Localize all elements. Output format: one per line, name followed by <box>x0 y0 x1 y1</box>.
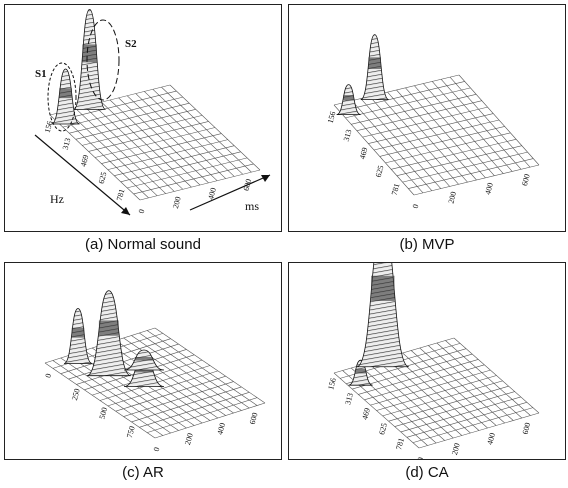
ms-tick-label: 600 <box>248 412 260 426</box>
hz-tick-label: 156 <box>326 110 338 124</box>
floor-grid <box>391 139 516 169</box>
floor-grid <box>147 398 257 433</box>
floor-grid <box>401 397 521 432</box>
surface-band <box>59 88 72 98</box>
floor-grid <box>131 387 241 422</box>
hz-tick-label: 781 <box>390 182 402 196</box>
ms-tick-label: 0 <box>152 446 162 452</box>
hz-label: Hz <box>50 192 64 206</box>
hz-tick-label: 313 <box>342 128 354 142</box>
hz-tick-label: 781 <box>115 188 127 202</box>
hz-tick-label: 313 <box>343 392 355 406</box>
floor-grid <box>411 351 496 426</box>
hz-tick-label: 469 <box>358 146 370 160</box>
floor-grid <box>437 343 522 418</box>
hz-tick-label: 625 <box>377 422 389 436</box>
floor-grid <box>420 348 505 423</box>
floor-grid <box>139 392 249 427</box>
floor-grid <box>397 146 522 176</box>
panel: 156 313 469 625 781 0 200 400 600 (d) CA <box>288 262 566 481</box>
ms-tick-label: 400 <box>215 422 227 436</box>
surface-band <box>371 276 394 301</box>
surface-band <box>82 44 96 62</box>
ms-tick-label: 200 <box>171 196 183 210</box>
floor-grid <box>389 386 509 421</box>
caption: (c) AR <box>4 464 282 481</box>
s1-label: S1 <box>35 68 47 80</box>
surface-band <box>355 369 366 374</box>
hz-tick-label: 156 <box>326 377 338 391</box>
floor-grid <box>139 333 249 408</box>
ms-tick-label: 0 <box>137 208 147 214</box>
panel: 156 313 469 625 781 0 200 400 600 (b) MVP <box>288 4 566 253</box>
floor-grid <box>385 133 510 163</box>
hz-tick-label: 500 <box>97 406 109 420</box>
floor-grid <box>147 331 257 406</box>
floor-grid <box>403 152 528 182</box>
surface-band <box>72 328 85 338</box>
floor-grid <box>454 338 539 413</box>
floor-grid <box>380 126 505 156</box>
surface-band <box>135 357 153 361</box>
floor-grid <box>407 402 527 437</box>
floor-grid <box>383 381 503 416</box>
ms-tick-label: 400 <box>485 432 497 446</box>
hz-tick-label: 313 <box>61 137 73 151</box>
surface-band <box>368 57 381 69</box>
floor-grid <box>108 371 218 406</box>
figure: 156 313 469 625 781 0 200 400 600 S1 S2 Hz ms (a) Nor… <box>0 0 568 488</box>
hz-tick-label: 750 <box>125 425 137 439</box>
caption: (a) Normal sound <box>4 236 282 253</box>
floor-grid <box>428 346 513 421</box>
floor-grid <box>155 328 265 403</box>
surface-band <box>343 95 354 100</box>
ms-tick-label: 0 <box>416 456 426 460</box>
plot: 156 313 469 625 781 0 200 400 600 <box>288 262 566 460</box>
s2-label: S2 <box>125 38 137 50</box>
floor-grid <box>403 353 488 428</box>
hz-tick-label: 0 <box>43 373 53 379</box>
hz-tick-label: 781 <box>394 437 406 451</box>
ms-tick-label: 200 <box>446 191 458 205</box>
floor-grid <box>413 408 533 443</box>
plot: 0 250 500 750 0 200 400 600 <box>4 262 282 460</box>
ms-tick-label: 200 <box>183 432 195 446</box>
ms-tick-label: 400 <box>483 182 495 196</box>
hz-tick-label: 469 <box>360 407 372 421</box>
ms-tick-label: 600 <box>520 173 532 187</box>
hz-tick-label: 625 <box>97 171 109 185</box>
panel: 0 250 500 750 0 200 400 600 (c) AR <box>4 262 282 481</box>
hz-tick-label: 469 <box>79 154 91 168</box>
panel: 1563134696257810200400600S1S2Hzms(a) Nor… <box>4 4 282 253</box>
caption: (d) CA <box>288 464 566 481</box>
caption: (b) MVP <box>288 236 566 253</box>
hz-tick-label: 250 <box>70 388 82 402</box>
floor-grid <box>108 343 218 418</box>
ms-tick-label: 0 <box>411 203 421 209</box>
ms-label: ms <box>245 199 259 213</box>
hz-tick-label: 625 <box>374 164 386 178</box>
floor-grid <box>408 159 533 189</box>
plot: 1563134696257810200400600S1S2Hzms <box>4 4 282 232</box>
surface-band <box>99 320 119 335</box>
ms-tick-label: 200 <box>450 442 462 456</box>
floor-grid <box>395 392 515 427</box>
ms-tick-label: 600 <box>521 422 533 436</box>
plot: 156 313 469 625 781 0 200 400 600 <box>288 4 566 232</box>
floor-grid <box>445 341 530 416</box>
